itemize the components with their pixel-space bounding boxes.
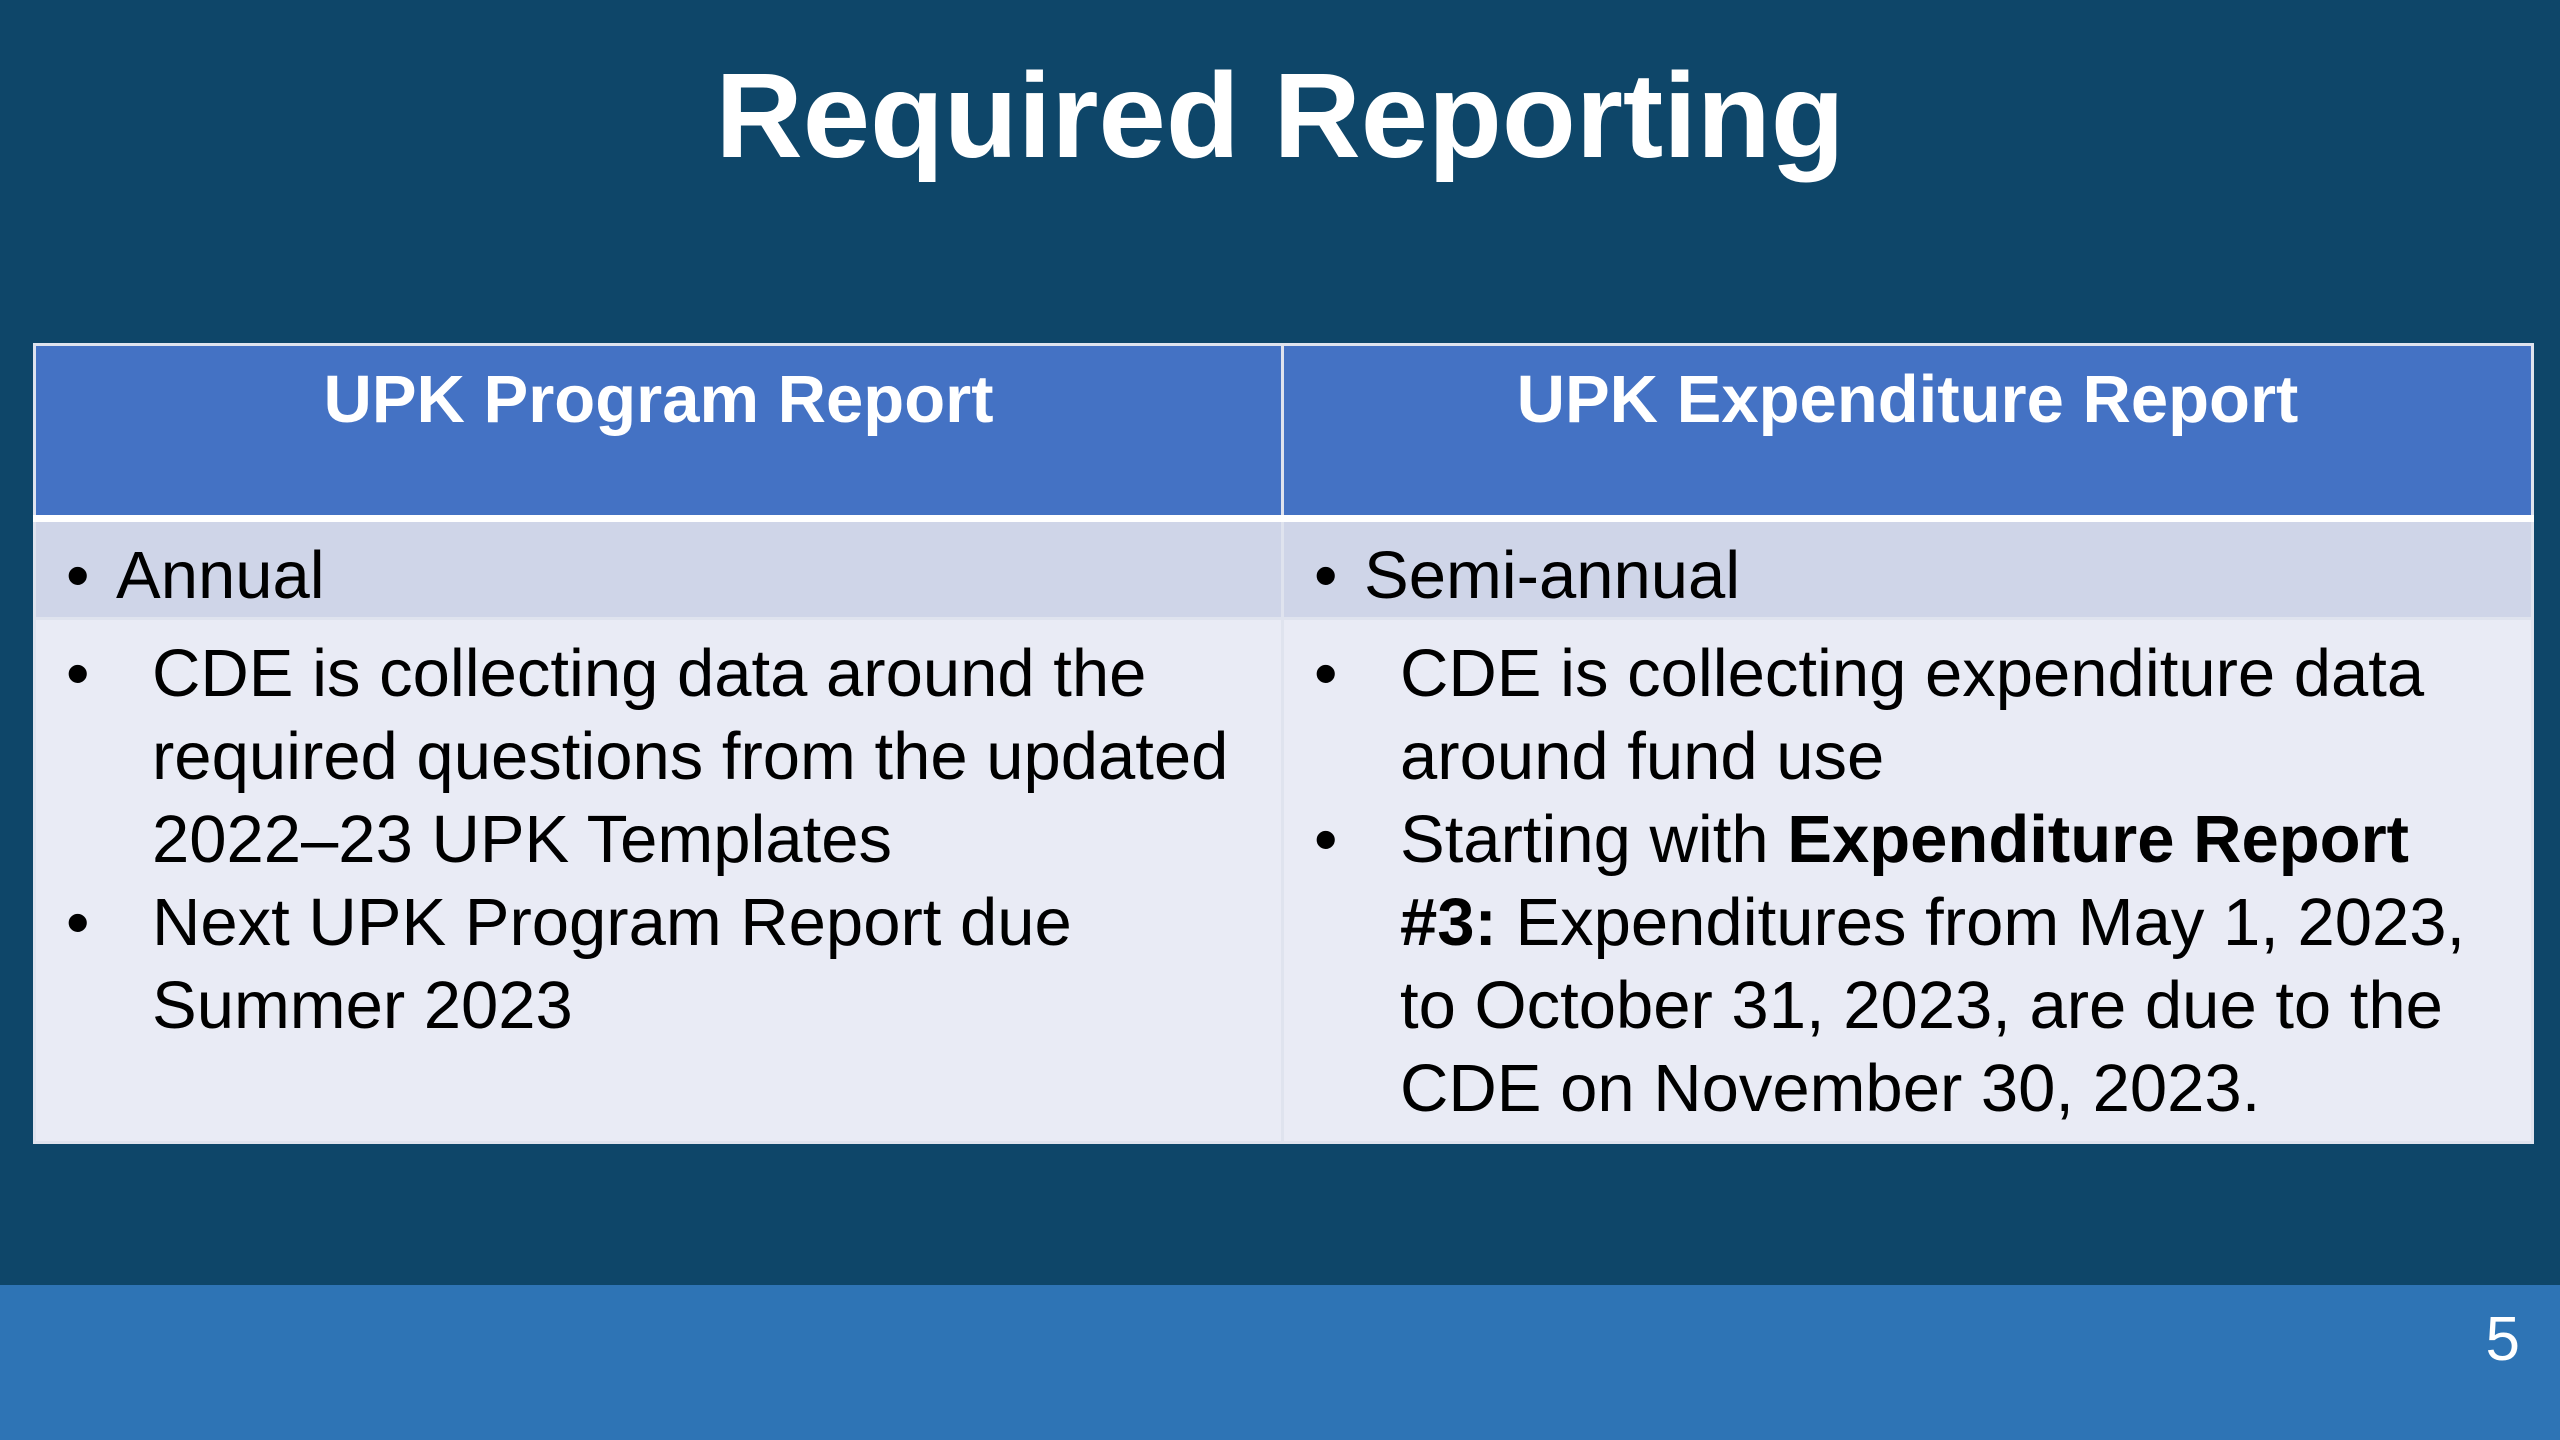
slide-title: Required Reporting <box>715 47 1845 183</box>
frequency-row: • Annual • Semi-annual <box>33 517 2534 620</box>
program-details-list: • CDE is collecting data around the requ… <box>36 620 1281 1047</box>
program-detail-text: Next UPK Program Report due Summer 2023 <box>152 885 1072 1043</box>
details-row: • CDE is collecting data around the requ… <box>33 617 2534 1144</box>
program-details-cell: • CDE is collecting data around the requ… <box>33 617 1284 1144</box>
program-frequency-cell: • Annual <box>33 517 1284 620</box>
program-detail-text: CDE is collecting data around the requir… <box>152 636 1229 877</box>
expenditure-details-cell: • CDE is collecting expenditure data aro… <box>1281 617 2534 1144</box>
bullet: • <box>66 538 90 613</box>
list-item: • CDE is collecting expenditure data aro… <box>1284 632 2511 798</box>
reporting-table: UPK Program Report UPK Expenditure Repor… <box>33 343 2534 1144</box>
bullet: • <box>1314 636 1338 711</box>
expenditure-detail-text: CDE is collecting expenditure data aroun… <box>1400 636 2425 794</box>
bullet: • <box>1314 538 1338 613</box>
expenditure-frequency: Semi-annual <box>1364 538 1741 613</box>
list-item: • Starting with Expenditure Report #3: E… <box>1284 798 2511 1130</box>
report-number-emphasis: Expenditure Report #3: <box>1400 802 2409 960</box>
bullet: • <box>66 885 90 960</box>
page-number: 5 <box>2485 1305 2520 1374</box>
footer-bar <box>0 1285 2560 1440</box>
expenditure-details-list: • CDE is collecting expenditure data aro… <box>1284 620 2531 1130</box>
program-frequency: Annual <box>116 538 325 613</box>
list-item: • Semi-annual <box>1284 522 2531 617</box>
detail-rest: Expenditures from May 1, 2023, to Octobe… <box>1400 885 2466 1126</box>
expenditure-detail-text: Starting with Expenditure Report #3: Exp… <box>1400 798 2511 1130</box>
list-item: • CDE is collecting data around the requ… <box>36 632 1261 881</box>
list-item: • Next UPK Program Report due Summer 202… <box>36 881 1261 1047</box>
detail-prefix: Starting with <box>1400 802 1788 877</box>
header-expenditure-report: UPK Expenditure Report <box>1281 343 2534 522</box>
expenditure-frequency-cell: • Semi-annual <box>1281 517 2534 620</box>
list-item: • Annual <box>36 522 1281 617</box>
header-program-report: UPK Program Report <box>33 343 1284 522</box>
bullet: • <box>66 636 90 711</box>
bullet: • <box>1314 802 1338 877</box>
table-header-row: UPK Program Report UPK Expenditure Repor… <box>33 343 2534 522</box>
